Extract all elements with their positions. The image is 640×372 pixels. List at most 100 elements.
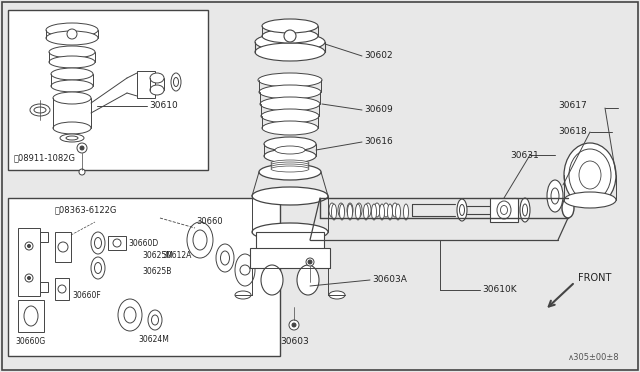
Text: 30660G: 30660G <box>15 337 45 346</box>
Ellipse shape <box>271 164 309 170</box>
Ellipse shape <box>252 187 328 205</box>
Ellipse shape <box>371 204 376 220</box>
Ellipse shape <box>348 204 353 220</box>
Text: 30660D: 30660D <box>128 240 158 248</box>
Text: ⓝ08911-1082G: ⓝ08911-1082G <box>14 154 76 163</box>
Ellipse shape <box>271 160 309 166</box>
Ellipse shape <box>387 204 392 220</box>
Ellipse shape <box>275 146 305 154</box>
Ellipse shape <box>173 77 179 87</box>
Text: 30617: 30617 <box>558 102 587 110</box>
Circle shape <box>113 239 121 247</box>
Bar <box>137 71 155 98</box>
Ellipse shape <box>118 299 142 331</box>
Ellipse shape <box>551 188 559 204</box>
Ellipse shape <box>579 161 601 189</box>
Ellipse shape <box>374 203 380 217</box>
Ellipse shape <box>457 199 467 221</box>
Circle shape <box>25 242 33 250</box>
Ellipse shape <box>520 198 530 222</box>
Text: 30660F: 30660F <box>72 292 100 301</box>
Ellipse shape <box>34 107 46 113</box>
Ellipse shape <box>53 122 91 134</box>
Ellipse shape <box>46 23 98 37</box>
Text: 30612A: 30612A <box>162 251 191 260</box>
Circle shape <box>58 285 66 293</box>
Bar <box>55 232 71 262</box>
Ellipse shape <box>364 204 369 220</box>
Circle shape <box>80 146 84 150</box>
Ellipse shape <box>260 97 320 111</box>
Ellipse shape <box>216 244 234 272</box>
Text: 30618: 30618 <box>558 128 587 137</box>
Ellipse shape <box>262 29 318 43</box>
Ellipse shape <box>235 291 251 299</box>
Ellipse shape <box>66 136 78 140</box>
Ellipse shape <box>332 204 337 220</box>
Ellipse shape <box>347 203 353 217</box>
Circle shape <box>308 260 312 264</box>
Text: 30610K: 30610K <box>482 285 516 295</box>
Circle shape <box>77 143 87 153</box>
Text: ∧305±00±8: ∧305±00±8 <box>568 353 620 362</box>
Ellipse shape <box>171 73 181 91</box>
Circle shape <box>79 169 85 175</box>
Ellipse shape <box>339 204 344 220</box>
Ellipse shape <box>383 203 389 217</box>
Ellipse shape <box>91 257 105 279</box>
Ellipse shape <box>297 265 319 295</box>
Ellipse shape <box>329 203 335 217</box>
Ellipse shape <box>53 92 91 104</box>
Ellipse shape <box>258 73 322 87</box>
Ellipse shape <box>522 204 527 216</box>
Ellipse shape <box>30 104 50 116</box>
Ellipse shape <box>261 109 319 123</box>
Text: 30603A: 30603A <box>372 276 407 285</box>
Bar <box>256 232 324 250</box>
Ellipse shape <box>124 307 136 323</box>
Ellipse shape <box>547 180 563 212</box>
Ellipse shape <box>262 19 318 33</box>
Ellipse shape <box>271 162 309 168</box>
Ellipse shape <box>148 310 162 330</box>
Circle shape <box>292 323 296 327</box>
Ellipse shape <box>356 203 362 217</box>
Ellipse shape <box>564 143 616 207</box>
Ellipse shape <box>49 56 95 68</box>
Ellipse shape <box>221 251 230 265</box>
Text: 30660: 30660 <box>196 218 223 227</box>
Text: FRONT: FRONT <box>578 273 611 283</box>
Ellipse shape <box>24 306 38 326</box>
Ellipse shape <box>255 43 325 61</box>
Ellipse shape <box>261 265 283 295</box>
Text: 30602: 30602 <box>364 51 392 61</box>
Ellipse shape <box>252 223 328 241</box>
Ellipse shape <box>264 137 316 151</box>
Ellipse shape <box>187 222 213 258</box>
Text: 30625B: 30625B <box>142 267 172 276</box>
Ellipse shape <box>49 46 95 58</box>
Text: 30624M: 30624M <box>138 336 169 344</box>
Ellipse shape <box>365 203 371 217</box>
Bar <box>8 198 280 356</box>
Bar <box>250 248 330 268</box>
Ellipse shape <box>150 73 164 83</box>
Circle shape <box>58 242 68 252</box>
Circle shape <box>306 258 314 266</box>
Circle shape <box>28 276 31 279</box>
Circle shape <box>67 29 77 39</box>
Text: 30610: 30610 <box>149 102 178 110</box>
Text: 30631: 30631 <box>510 151 539 160</box>
Ellipse shape <box>95 263 102 273</box>
Ellipse shape <box>264 149 316 163</box>
Ellipse shape <box>262 121 318 135</box>
Bar <box>108 236 126 250</box>
Ellipse shape <box>338 203 344 217</box>
Bar <box>55 278 69 300</box>
Ellipse shape <box>497 201 511 219</box>
Bar <box>40 232 48 242</box>
Ellipse shape <box>51 68 93 80</box>
Text: 30625M: 30625M <box>142 251 173 260</box>
Bar <box>18 228 40 296</box>
Text: 30616: 30616 <box>364 138 393 147</box>
